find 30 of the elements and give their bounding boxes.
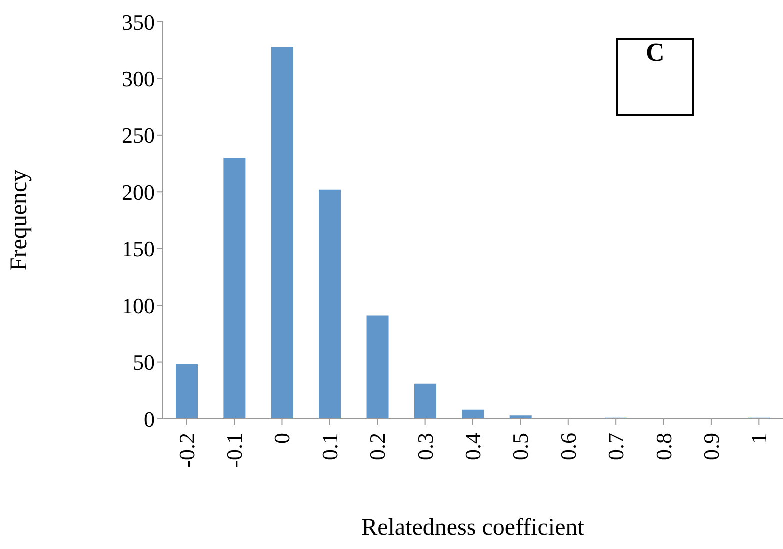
x-tick-label: -0.1 — [222, 433, 248, 468]
x-tick-label: 0.6 — [556, 433, 581, 460]
y-tick-label: 200 — [122, 180, 155, 205]
bar — [176, 364, 198, 419]
x-tick-label: 0.7 — [604, 433, 629, 460]
x-tick-label: 0.3 — [412, 433, 438, 460]
x-tick-label: 1 — [746, 433, 772, 444]
x-axis-title: Relatedness coefficient — [362, 515, 585, 541]
x-tick-label: 0.9 — [698, 433, 724, 460]
bar — [224, 158, 246, 419]
y-axis-title: Frequency — [6, 170, 33, 272]
x-tick-label: 0.2 — [365, 433, 390, 460]
y-tick-label: 100 — [122, 293, 155, 318]
bar — [319, 190, 342, 419]
x-tick-label: 0.1 — [317, 433, 342, 460]
x-tick-label: 0.4 — [460, 433, 486, 460]
x-tick-label: -0.2 — [174, 433, 200, 468]
bar — [462, 410, 484, 419]
y-tick-label: 250 — [122, 123, 155, 148]
bar — [271, 46, 294, 419]
y-tick-label: 150 — [122, 236, 155, 262]
y-tick-label: 350 — [122, 10, 155, 35]
bar — [414, 384, 436, 419]
y-tick-label: 50 — [133, 350, 155, 376]
x-tick-label: 0 — [270, 433, 295, 444]
x-tick-label: 0.8 — [651, 433, 676, 460]
y-tick-label: 300 — [122, 66, 155, 92]
annotation: C — [646, 38, 665, 68]
x-tick-label: 0.5 — [508, 433, 534, 460]
bar — [366, 316, 389, 419]
